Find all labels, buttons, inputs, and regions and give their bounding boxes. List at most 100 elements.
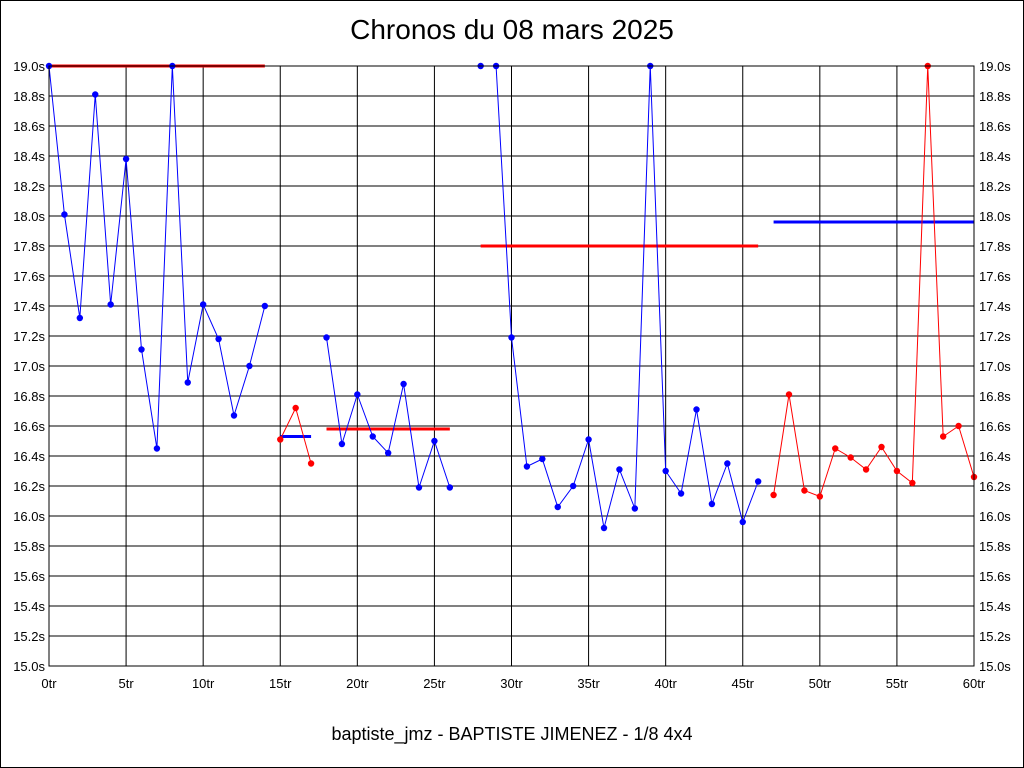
chart-title: Chronos du 08 mars 2025 <box>350 14 674 45</box>
data-point <box>153 445 161 452</box>
data-series <box>45 62 978 532</box>
y-tick-label-left: 17.6s <box>13 269 45 284</box>
x-tick-label: 50tr <box>809 676 832 691</box>
x-tick-label: 35tr <box>577 676 600 691</box>
data-point <box>801 487 808 494</box>
x-tick-label: 15tr <box>269 676 292 691</box>
data-point <box>338 440 346 448</box>
y-tick-label-right: 16.8s <box>979 389 1011 404</box>
data-point <box>677 490 685 497</box>
y-tick-label-right: 16.6s <box>979 419 1011 434</box>
y-tick-label-right: 18.0s <box>979 209 1011 224</box>
data-point <box>523 463 531 470</box>
data-point <box>446 484 454 491</box>
y-tick-label-right: 18.6s <box>979 119 1011 134</box>
x-tick-label: 20tr <box>346 676 369 691</box>
y-tick-label-right: 18.8s <box>979 89 1011 104</box>
data-point <box>261 302 269 310</box>
plot-area-border <box>48 65 975 667</box>
y-tick-label-right: 17.2s <box>979 329 1011 344</box>
y-tick-label-left: 16.8s <box>13 389 45 404</box>
data-point <box>600 524 608 532</box>
data-point <box>292 404 299 412</box>
x-tick-label: 25tr <box>423 676 446 691</box>
y-tick-label-right: 15.8s <box>979 539 1011 554</box>
data-point <box>862 466 870 473</box>
data-point <box>616 466 623 473</box>
x-tick-label: 60tr <box>963 676 986 691</box>
x-tick-label: 45tr <box>732 676 755 691</box>
chart-footer: baptiste_jmz - BAPTISTE JIMENEZ - 1/8 4x… <box>331 724 693 744</box>
y-tick-label-left: 18.4s <box>13 149 45 164</box>
data-point <box>878 443 885 451</box>
y-tick-label-left: 17.4s <box>13 299 45 314</box>
data-point <box>369 433 376 440</box>
data-point <box>785 391 793 398</box>
data-point <box>770 491 777 499</box>
y-tick-label-right: 15.0s <box>979 659 1011 674</box>
data-point <box>215 335 222 343</box>
data-point <box>199 301 207 308</box>
y-tick-label-left: 18.8s <box>13 89 45 104</box>
data-point <box>554 503 561 511</box>
y-tick-label-left: 18.2s <box>13 179 45 194</box>
x-tick-label: 40tr <box>654 676 677 691</box>
y-tick-label-right: 17.8s <box>979 239 1011 254</box>
y-tick-label-right: 18.4s <box>979 149 1011 164</box>
y-tick-label-left: 16.0s <box>13 509 45 524</box>
y-tick-label-left: 17.2s <box>13 329 45 344</box>
data-point <box>662 467 669 475</box>
y-tick-label-left: 15.2s <box>13 629 45 644</box>
data-point <box>585 436 592 443</box>
data-point <box>939 433 947 440</box>
data-point <box>323 334 330 341</box>
x-tick-label: 10tr <box>192 676 215 691</box>
data-point <box>754 478 762 485</box>
y-tick-label-left: 16.6s <box>13 419 45 434</box>
data-point <box>708 500 716 508</box>
y-tick-label-left: 16.2s <box>13 479 45 494</box>
data-point <box>184 379 191 386</box>
data-point <box>739 518 746 526</box>
x-tick-label: 55tr <box>886 676 909 691</box>
data-point <box>230 412 238 419</box>
data-point <box>539 455 546 463</box>
y-tick-label-right: 16.0s <box>979 509 1011 524</box>
y-tick-label-left: 16.4s <box>13 449 45 464</box>
data-point <box>76 314 84 322</box>
data-point <box>816 493 824 500</box>
data-point <box>92 91 99 98</box>
data-point <box>107 301 114 308</box>
y-tick-label-right: 19.0s <box>979 59 1011 74</box>
data-point <box>277 436 284 443</box>
data-point <box>893 467 901 475</box>
data-point <box>569 482 577 490</box>
x-tick-label: 5tr <box>118 676 134 691</box>
y-tick-label-left: 15.6s <box>13 569 45 584</box>
y-tick-label-left: 18.6s <box>13 119 45 134</box>
data-point <box>354 391 361 398</box>
y-tick-label-right: 15.2s <box>979 629 1011 644</box>
data-point <box>138 346 145 353</box>
data-point <box>246 362 253 370</box>
y-tick-label-right: 16.4s <box>979 449 1011 464</box>
series-line <box>773 65 975 498</box>
data-point <box>693 406 700 413</box>
data-point <box>955 422 962 430</box>
y-tick-label-left: 19.0s <box>13 59 45 74</box>
series-line <box>48 65 266 449</box>
series-line <box>326 337 451 488</box>
y-tick-label-left: 15.8s <box>13 539 45 554</box>
series-line <box>480 65 759 529</box>
y-tick-label-right: 18.2s <box>979 179 1011 194</box>
data-point <box>61 211 68 218</box>
data-point <box>415 484 423 491</box>
y-tick-label-left: 18.0s <box>13 209 45 224</box>
y-tick-label-left: 17.0s <box>13 359 45 374</box>
data-point <box>909 479 916 487</box>
data-point <box>307 460 315 467</box>
data-point <box>431 437 438 445</box>
data-point <box>724 460 731 467</box>
data-point <box>384 449 392 457</box>
